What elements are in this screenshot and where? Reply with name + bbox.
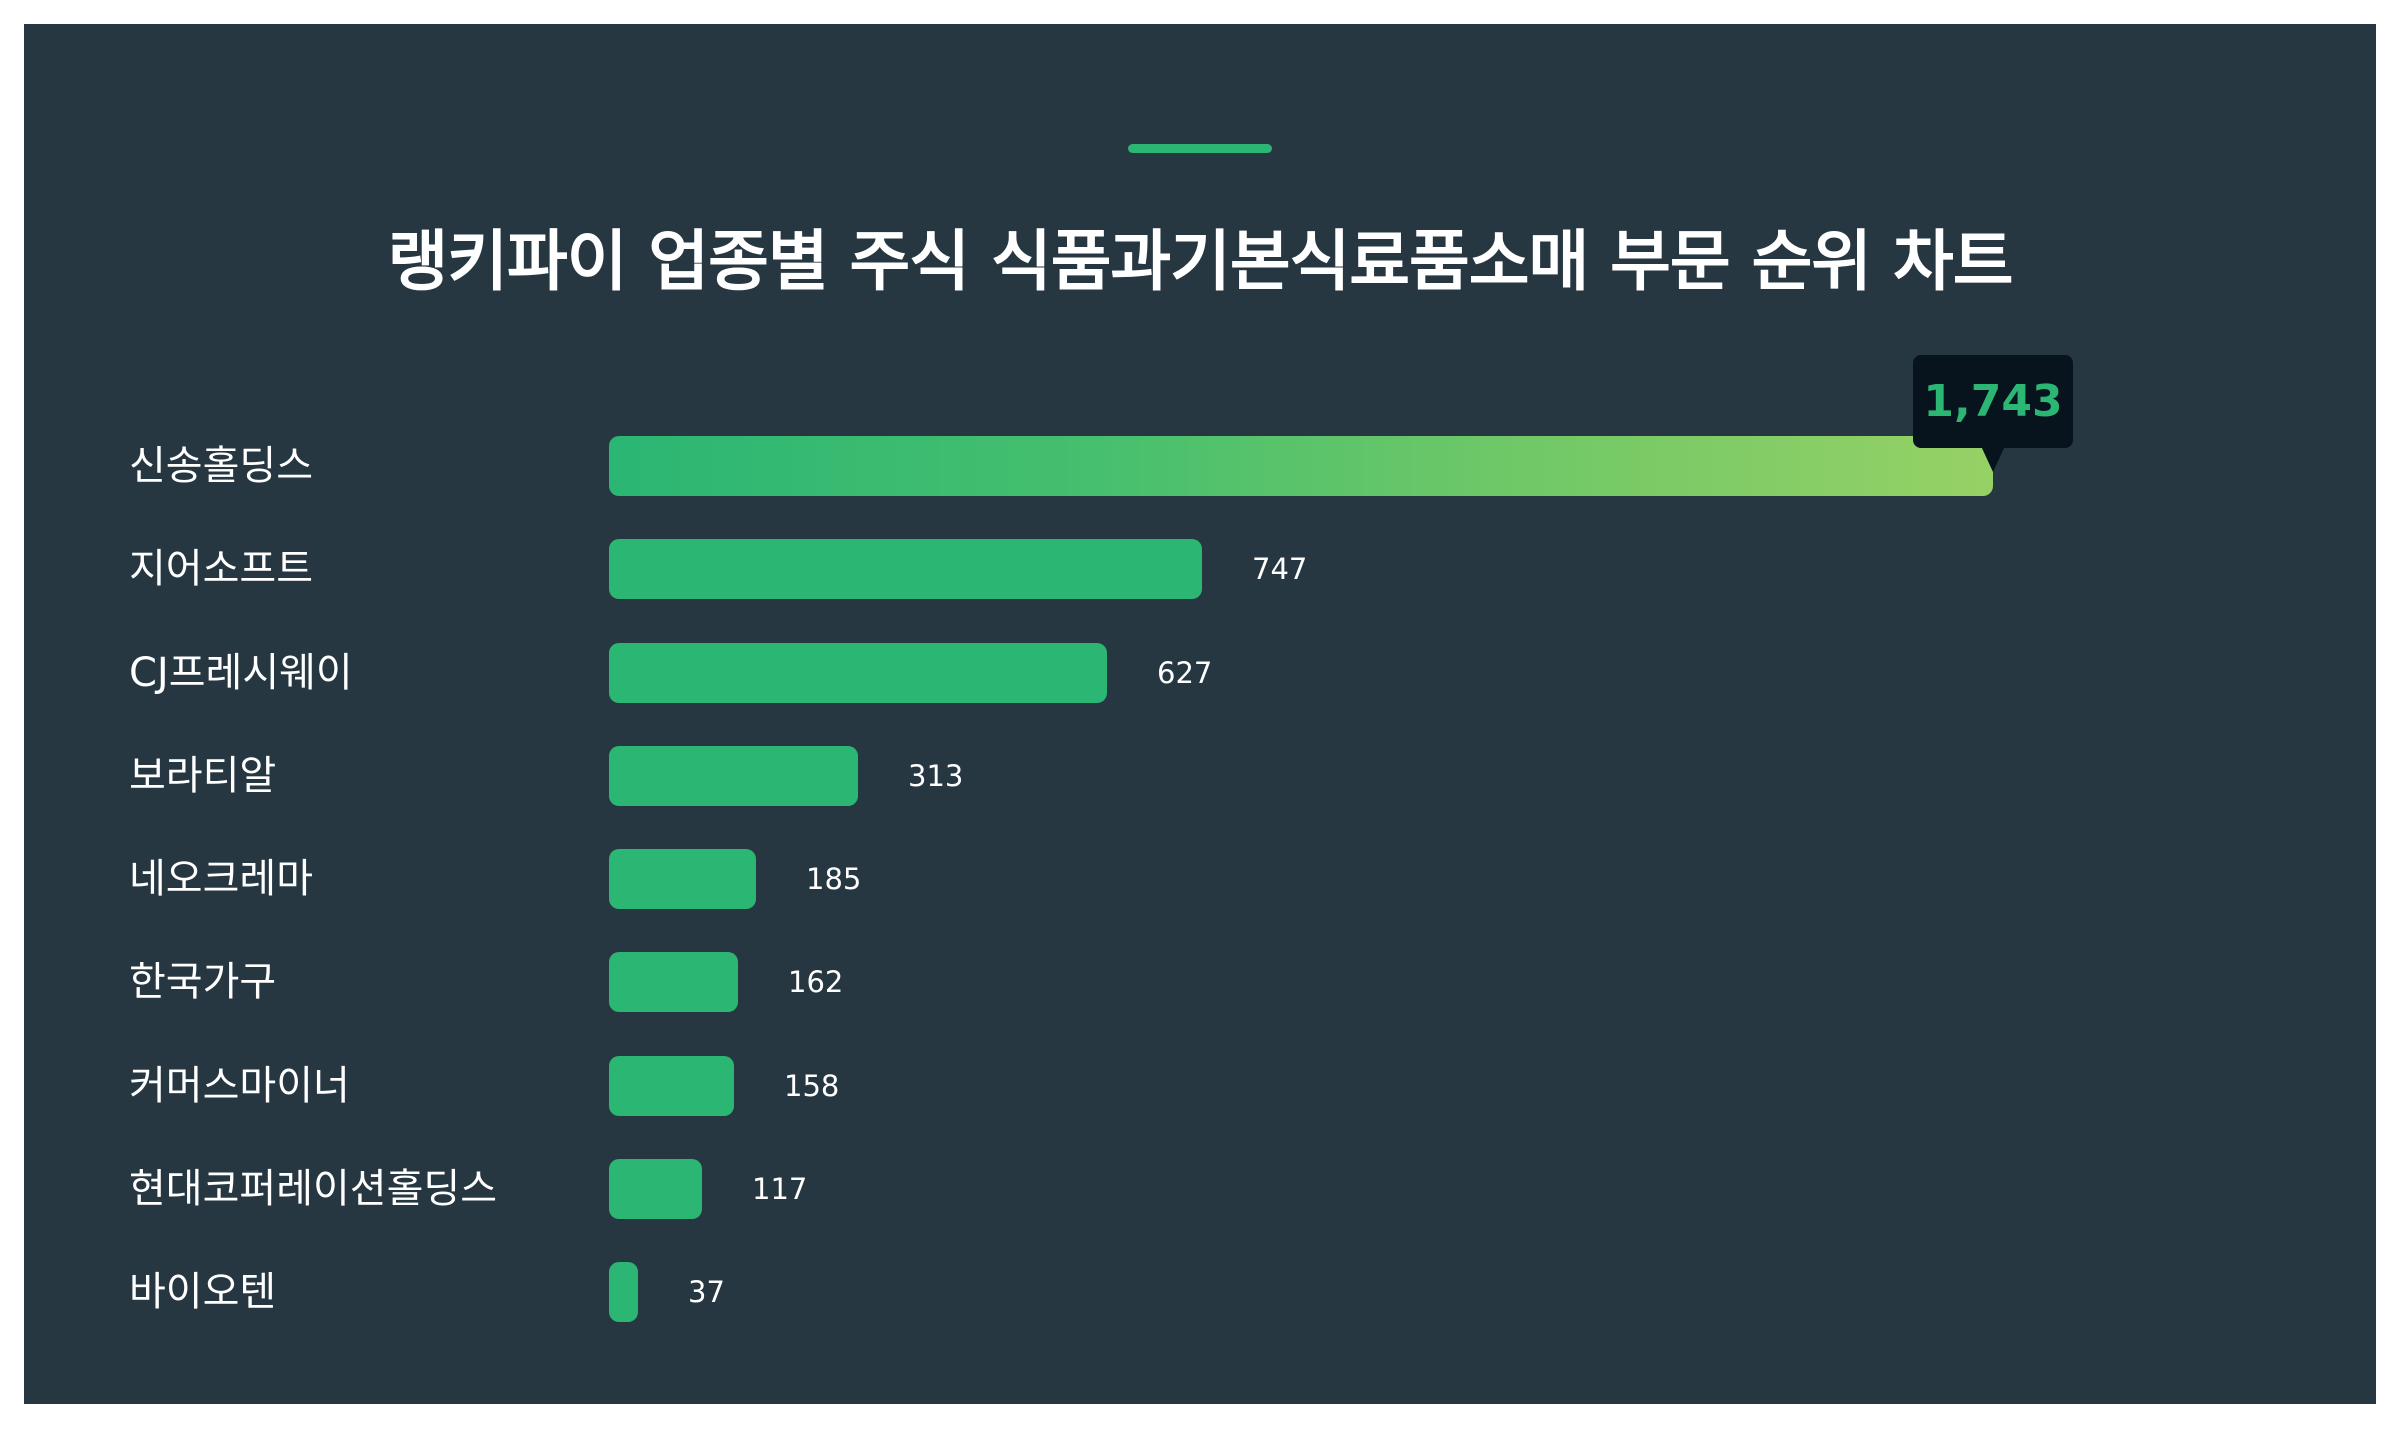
value-label: 37 [688,1275,725,1309]
bar-chart: 신송홀딩스 1,743 지어소프트 747 CJ프레시웨이 627 보라티알 313 네오크레마… [24,24,2376,1404]
bar-row: 보라티알 313 [24,745,2376,806]
bar-row: 한국가구 162 [24,952,2376,1013]
chart-title: 랭키파이 업종별 주식 식품과기본식료품소매 부문 순위 차트 [387,223,2014,300]
category-label: 한국가구 [129,959,277,1006]
bar[interactable] [609,745,858,806]
category-label: 보라티알 [129,752,277,799]
category-label: 네오크레마 [129,856,313,902]
value-tooltip: 1,743 [1913,355,2073,448]
bar[interactable] [609,849,756,909]
chart-panel: 랭키파이 업종별 주식 식품과기본식료품소매 부문 순위 차트 신송홀딩스 1,7… [24,24,2376,1404]
bar-row: 네오크레마 185 [24,849,2376,909]
category-label: 현대코퍼레이션홀딩스 [129,1165,497,1212]
title-accent-line [1128,144,1272,153]
bar-row: 바이오텐 37 [24,1262,2376,1322]
value-label: 627 [1157,655,1213,690]
bar-row: CJ프레시웨이 627 [24,642,2376,703]
category-label: 신송홀딩스 [129,443,313,489]
bar[interactable] [609,952,738,1013]
category-label: 커머스마이너 [129,1062,350,1109]
bar[interactable] [609,1262,638,1322]
category-label: CJ프레시웨이 [129,649,353,696]
value-label: 158 [784,1068,840,1103]
bar[interactable] [609,1055,734,1116]
bar[interactable] [609,436,1993,496]
category-label: 바이오텐 [129,1269,277,1315]
category-label: 지어소프트 [129,546,313,593]
value-label: 185 [806,862,862,896]
bar-row: 현대코퍼레이션홀딩스 117 [24,1158,2376,1219]
bar-row: 신송홀딩스 1,743 [24,355,2376,496]
bar[interactable] [609,642,1107,703]
bar-row: 지어소프트 747 [24,539,2376,600]
value-label: 117 [752,1171,808,1206]
bar[interactable] [609,1158,702,1219]
tooltip-pointer-icon [1981,446,2005,472]
bar-row: 커머스마이너 158 [24,1055,2376,1116]
value-label: 162 [788,965,844,1000]
value-label: 313 [908,758,964,793]
value-label: 747 [1252,552,1308,587]
bar[interactable] [609,539,1202,600]
